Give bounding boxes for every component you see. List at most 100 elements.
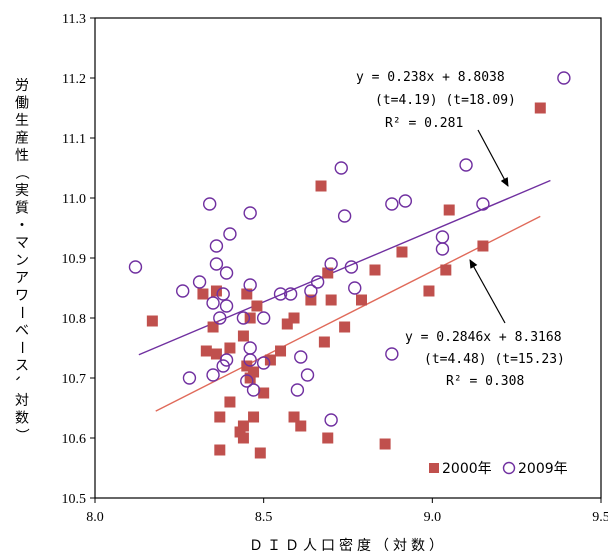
point-2000 <box>241 360 253 372</box>
point-2009 <box>385 197 399 211</box>
annotation-2000: y = 0.2846x + 8.3168 (t=4.48) (t=15.23) … <box>405 259 565 389</box>
point-2009 <box>435 242 450 256</box>
y-axis-title-char: マ <box>15 236 29 252</box>
y-tick-label: 10.5 <box>62 492 87 507</box>
y-axis-title-char: 労 <box>15 78 29 94</box>
point-2009 <box>209 239 224 253</box>
legend-swatch-2009 <box>502 461 516 475</box>
point-2000 <box>369 264 381 276</box>
point-2009 <box>243 206 257 220</box>
annotation-2000-arrow <box>469 259 506 324</box>
y-axis-title-char: 性 <box>15 148 29 164</box>
y-tick-label: 11.0 <box>62 192 86 207</box>
point-2009 <box>219 266 234 280</box>
legend-label-2000: 2000年 <box>442 461 492 477</box>
point-2009 <box>243 278 257 292</box>
point-2009 <box>385 347 399 361</box>
point-2000 <box>224 396 236 408</box>
point-2000 <box>339 321 351 333</box>
y-axis-ticks: 10.5 10.6 10.7 10.8 10.9 11.0 11.1 11.2 11.3 <box>62 12 95 507</box>
point-2000 <box>214 444 226 456</box>
point-2009 <box>202 197 217 211</box>
y-tick-label: 10.6 <box>62 432 87 447</box>
point-2009 <box>398 194 413 208</box>
point-2000 <box>224 342 236 354</box>
point-2000 <box>251 300 263 312</box>
point-2000 <box>200 345 212 357</box>
x-tick-label: 9.5 <box>592 510 608 525</box>
y-axis-title-char: 、 <box>13 376 29 390</box>
point-2009 <box>557 71 571 85</box>
point-2000 <box>248 366 260 378</box>
y-axis-title-char: ア <box>15 271 29 287</box>
point-2009 <box>236 311 251 325</box>
y-axis-title-char: ・ <box>15 218 29 234</box>
point-2009 <box>334 161 348 175</box>
annotation-2009-line-2: (t=4.19) (t=18.09) <box>375 93 516 108</box>
x-axis-title: ＤＩＤ人口密度（対数） <box>249 537 447 554</box>
y-axis-title-char: 対 <box>15 393 29 409</box>
legend-label-2009: 2009年 <box>518 461 568 477</box>
y-axis-title-char: 産 <box>15 131 29 147</box>
annotation-2000-line-1: y = 0.2846x + 8.3168 <box>405 330 562 345</box>
annotation-2009-line-1: y = 0.238x + 8.8038 <box>356 70 505 85</box>
annotation-2000-line-3: R² = 0.308 <box>446 374 524 389</box>
point-2000 <box>443 204 455 216</box>
annotation-2009-line-3: R² = 0.281 <box>385 116 463 131</box>
point-2000 <box>248 411 260 423</box>
point-2000 <box>258 387 270 399</box>
point-2000 <box>207 321 219 333</box>
point-2009 <box>216 287 230 301</box>
point-2009 <box>290 383 305 397</box>
point-2000 <box>396 246 408 258</box>
y-axis-title-char: ス <box>15 358 29 374</box>
point-2009 <box>243 353 257 367</box>
annotation-2009-arrow <box>477 129 509 187</box>
y-tick-label: 11.1 <box>62 132 86 147</box>
point-2000 <box>210 348 222 360</box>
y-axis-title-char: ー <box>13 306 29 320</box>
x-tick-label: 8.0 <box>86 510 104 525</box>
point-2009 <box>219 299 234 313</box>
plot-area <box>94 17 602 499</box>
x-tick-label: 8.5 <box>255 510 273 525</box>
point-2000 <box>355 294 367 306</box>
point-2000 <box>197 288 209 300</box>
point-2000 <box>244 312 256 324</box>
point-2000 <box>322 432 334 444</box>
point-2000 <box>440 264 452 276</box>
point-2009 <box>337 209 352 223</box>
point-2009 <box>273 287 288 301</box>
point-2000 <box>254 447 266 459</box>
annotation-2009: y = 0.238x + 8.8038 (t=4.19) (t=18.09) R… <box>356 70 516 187</box>
point-2000 <box>315 180 327 192</box>
trendline-2000年 <box>155 215 541 412</box>
point-2000 <box>318 336 330 348</box>
x-tick-label: 9.0 <box>424 510 442 525</box>
point-2000 <box>534 102 546 114</box>
point-2009 <box>128 260 143 274</box>
point-2000 <box>146 315 158 327</box>
point-2009 <box>256 356 271 370</box>
x-axis-ticks: 8.0 8.5 9.0 9.5 <box>86 498 608 525</box>
point-2009 <box>182 371 197 385</box>
point-2009 <box>304 284 318 298</box>
point-2009 <box>256 311 271 325</box>
y-axis-title-char: （ <box>13 166 29 180</box>
annotation-2000-line-2: (t=4.48) (t=15.23) <box>424 352 565 367</box>
y-axis-title-char: ベ <box>15 323 29 339</box>
point-2009 <box>324 257 338 271</box>
legend: 2000年 2009年 <box>429 461 568 477</box>
point-2000 <box>305 294 317 306</box>
point-2000 <box>423 285 435 297</box>
legend-swatch-2000 <box>429 463 439 473</box>
point-2009 <box>294 350 308 364</box>
point-2000 <box>214 411 226 423</box>
point-2000 <box>237 330 249 342</box>
y-axis-title-char: 数 <box>15 411 29 427</box>
point-2000 <box>281 318 293 330</box>
point-2000 <box>244 372 256 384</box>
point-2000 <box>379 438 391 450</box>
point-2000 <box>322 267 334 279</box>
